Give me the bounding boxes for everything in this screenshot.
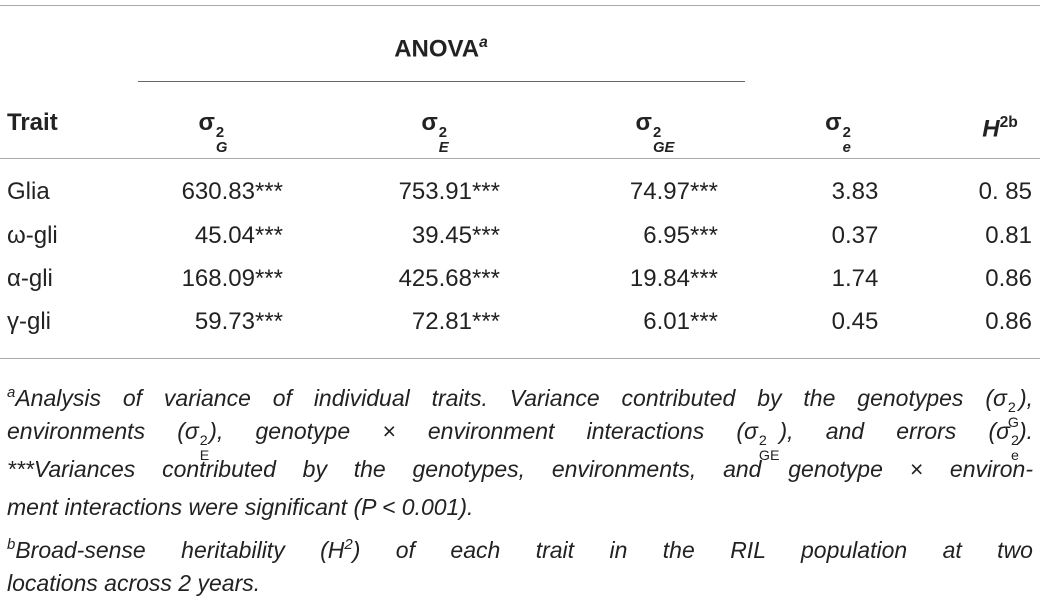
column-header: Trait (7, 108, 58, 138)
subscript: GE (652, 139, 675, 156)
subscript: e (842, 139, 851, 156)
superscript: 2 (199, 433, 208, 450)
table-cell: 0.86 (985, 265, 1032, 292)
scripts: 2 GE (652, 124, 675, 156)
footnote-line: ment interactions were significant (P < … (7, 488, 1033, 526)
footnote-line: aAnalysis of variance of individual trai… (7, 374, 1033, 430)
subscript: G (215, 139, 228, 156)
table-cell: 0.81 (985, 222, 1032, 249)
text: H (982, 115, 1000, 143)
superscript: a (479, 34, 488, 51)
table-cell: 425.68*** (398, 265, 500, 292)
text: ) of each trait in the RIL population at… (352, 536, 1033, 563)
subscript: e (1011, 447, 1019, 464)
text: environments (σ (7, 418, 199, 444)
table-cell: 59.73*** (194, 308, 283, 335)
superscript: 2 (215, 124, 225, 141)
table-cell: 45.04*** (194, 222, 283, 249)
table-cell: 168.09*** (181, 265, 283, 292)
table-cell: 753.91*** (398, 178, 500, 205)
superscript: 2 (438, 124, 448, 141)
superscript: 2 (758, 433, 767, 450)
column-header: H2b (982, 108, 1018, 144)
table-cell: 6.95*** (643, 222, 718, 249)
table-cell: 3.83 (831, 178, 879, 205)
subscript: E (199, 447, 210, 464)
text: ANOVA (394, 35, 480, 63)
text: Trait (7, 109, 58, 136)
table-cell: 630.83*** (181, 178, 283, 205)
text: ). (1018, 418, 1033, 444)
table-cell: γ-gli (7, 308, 52, 335)
table-cell: α-gli (7, 265, 53, 292)
text: σ (198, 109, 215, 136)
superscript: a (7, 384, 16, 401)
footnote-line: ***Variances contributed by the genotype… (7, 450, 1033, 488)
footnote-line: bBroad-sense heritability (H2) of each t… (7, 526, 1033, 569)
text: Broad-sense heritability (H (15, 536, 345, 563)
table-cell: 0. 85 (978, 178, 1032, 205)
text: ment interactions were significant (P < … (7, 494, 474, 520)
superscript: 2 (652, 124, 662, 141)
footnote-line: environments (σ 2 E), genotype × environme… (7, 412, 1033, 463)
table-cell: 6.01*** (643, 308, 718, 335)
subscript: GE (758, 447, 780, 464)
table-cell: 72.81*** (411, 308, 500, 335)
text: σ (421, 109, 438, 136)
table-cell: 74.97*** (629, 178, 718, 205)
superscript: 2 (1007, 400, 1016, 417)
text: σ (635, 109, 652, 136)
table-cell: 1.74 (831, 265, 879, 292)
table-cell: 19.84*** (629, 265, 718, 292)
table-cell: ω-gli (7, 222, 58, 249)
scripts: 2 GE (759, 434, 780, 463)
superscript: 2 (1011, 433, 1019, 450)
text: Analysis of variance of individual trait… (15, 384, 1007, 411)
group-header: ANOVAa (394, 28, 488, 64)
bottom-rule (0, 358, 1040, 359)
table-cell: 0.37 (831, 222, 879, 249)
table-cell: Glia (7, 178, 50, 205)
column-header: σ 2 GE (636, 108, 675, 155)
superscript: 2 (842, 124, 851, 141)
superscript: 2b (999, 114, 1018, 131)
text: ), (1018, 384, 1033, 411)
table-cell: 0.45 (831, 308, 879, 335)
text: σ (825, 109, 842, 136)
table-cell: 0.86 (985, 308, 1032, 335)
subscript: E (438, 139, 449, 156)
table-cell: 39.45*** (411, 222, 500, 249)
text: ), genotype × environment interactions (… (209, 418, 758, 444)
footnote-line: locations across 2 years. (7, 564, 1033, 602)
superscript: 2 (344, 536, 353, 553)
text: ), and errors (σ (779, 418, 1011, 444)
text: ***Variances contributed by the genotype… (7, 456, 1033, 482)
text: locations across 2 years. (7, 570, 261, 596)
top-rule (0, 5, 1040, 6)
subscript: G (1007, 414, 1019, 431)
superscript: b (7, 536, 16, 553)
header-rule (0, 158, 1040, 159)
group-rule (138, 81, 745, 82)
